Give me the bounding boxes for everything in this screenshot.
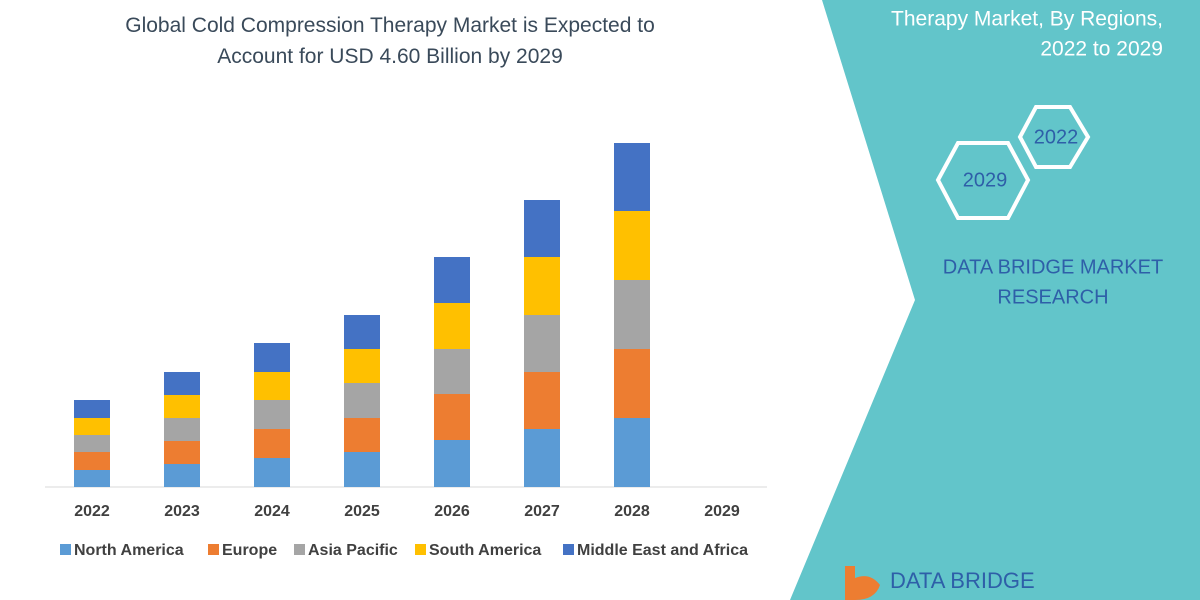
legend-label: North America: [74, 542, 184, 559]
x-tick-label: 2022: [74, 503, 110, 520]
logo-text: DATA BRIDGE: [890, 568, 1035, 593]
bar-segment: [524, 200, 560, 257]
bar-segment: [164, 464, 200, 487]
legend-label: Europe: [222, 542, 277, 559]
bar-segment: [164, 441, 200, 464]
bar-segment: [344, 452, 380, 487]
bar-segment: [524, 315, 560, 372]
bar-segment: [74, 435, 110, 452]
x-tick-label: 2026: [434, 503, 470, 520]
bar-segment: [434, 440, 470, 487]
sidebar-heading: 2022 to 2029: [1040, 38, 1163, 61]
x-tick-label: 2027: [524, 503, 560, 520]
bar-segment: [434, 349, 470, 394]
bar-segment: [614, 211, 650, 280]
bar-segment: [344, 315, 380, 349]
side-panel: [790, 0, 1200, 600]
legend-swatch: [294, 544, 305, 555]
bar-segment: [254, 458, 290, 487]
bar-segment: [74, 418, 110, 435]
chart-title: Global Cold Compression Therapy Market i…: [125, 14, 655, 68]
bar-segment: [254, 372, 290, 400]
legend-label: South America: [429, 542, 541, 559]
legend-label: Middle East and Africa: [577, 542, 748, 559]
bar-segment: [524, 372, 560, 429]
legend-swatch: [60, 544, 71, 555]
legend-swatch: [208, 544, 219, 555]
brand: DATA BRIDGE MARKET: [943, 256, 1163, 278]
legend-swatch: [563, 544, 574, 555]
bar-segment: [434, 394, 470, 440]
bar-segment: [614, 143, 650, 211]
x-tick-label: 2025: [344, 503, 380, 520]
x-tick-label: 2029: [704, 503, 740, 520]
bar-segment: [434, 257, 470, 303]
sidebar-heading: Therapy Market, By Regions,: [891, 8, 1163, 31]
bar-segment: [254, 429, 290, 458]
brand: RESEARCH: [997, 286, 1108, 308]
bar-segment: [74, 400, 110, 418]
bar-segment: [524, 429, 560, 487]
legend-swatch: [415, 544, 426, 555]
hexagon-label: 2022: [1034, 126, 1079, 148]
bar-segment: [524, 257, 560, 315]
logo-mark: [845, 566, 880, 600]
bar-segment: [614, 418, 650, 487]
legend-label: Asia Pacific: [308, 542, 398, 559]
bar-segment: [164, 418, 200, 441]
hexagon-label: 2029: [963, 169, 1008, 191]
bar-segment: [614, 349, 650, 418]
bar-segment: [434, 303, 470, 349]
x-tick-label: 2028: [614, 503, 650, 520]
hexagon: [935, 141, 1031, 220]
bar-segment: [344, 418, 380, 452]
x-tick-label: 2024: [254, 503, 290, 520]
bar-segment: [254, 343, 290, 372]
bar-segment: [164, 395, 200, 418]
x-tick-label: 2023: [164, 503, 200, 520]
bar-segment: [74, 452, 110, 470]
bar-segment: [74, 470, 110, 487]
bar-segment: [614, 280, 650, 349]
bar-segment: [254, 400, 290, 429]
bar-segment: [164, 372, 200, 395]
bar-segment: [344, 383, 380, 418]
hexagon: [1017, 105, 1091, 169]
bar-segment: [344, 349, 380, 383]
